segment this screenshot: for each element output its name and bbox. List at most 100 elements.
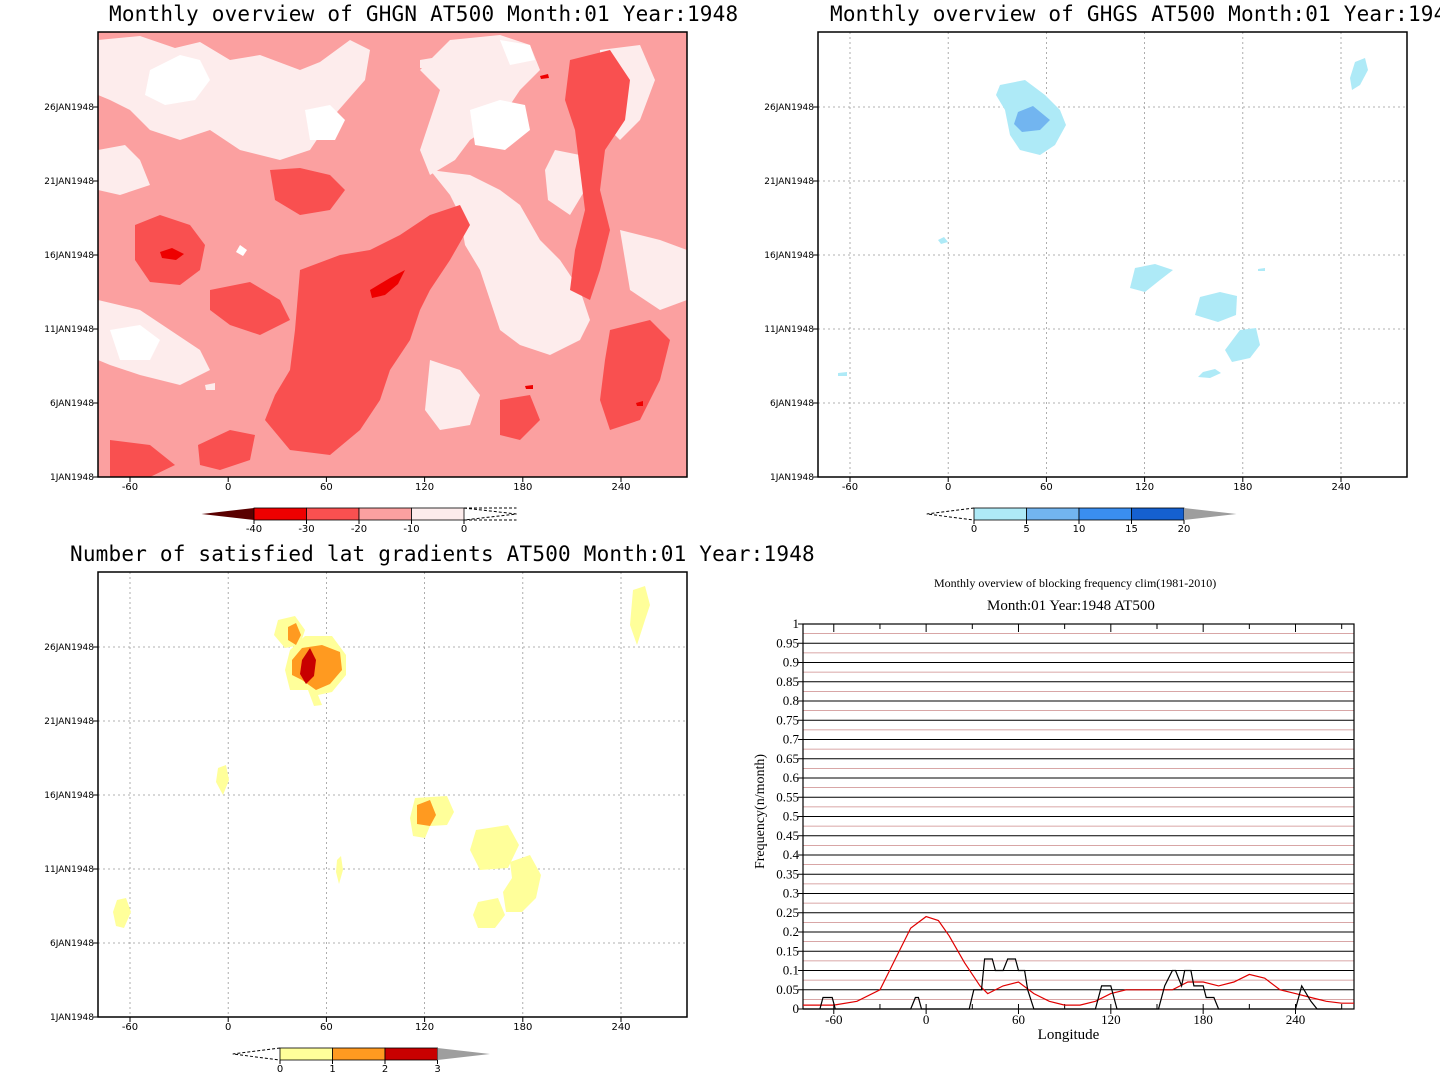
ghgn-colorbar: -40 -30 -20 -10 0 <box>201 507 517 535</box>
x-tick-label: 60 <box>1040 482 1053 493</box>
colorbar-label: 15 <box>1125 524 1138 535</box>
y-tick-label: 0.5 <box>783 809 799 824</box>
x-tick-label: -60 <box>122 1022 138 1033</box>
ghgs-title: Monthly overview of GHGS AT500 Month:01 … <box>830 2 1440 26</box>
x-tick-label: 0 <box>923 1012 930 1027</box>
frequency-line-chart: 0 0.05 0.1 0.15 0.2 0.25 0.3 0.35 0.4 0.45 0.5 0.55… <box>753 616 1355 1043</box>
x-tick-label: 0 <box>225 1022 231 1033</box>
colorbar-extend-low <box>201 508 254 520</box>
colorbar-label: 5 <box>1023 524 1029 535</box>
y-tick-label: 1JAN1948 <box>50 1013 94 1023</box>
colorbar-extend-high <box>1184 508 1237 520</box>
freq-subtitle: Month:01 Year:1948 AT500 <box>987 598 1155 614</box>
y-tick-label: 0.35 <box>776 866 799 881</box>
y-tick-label: 1JAN1948 <box>50 473 94 483</box>
ghgn-title: Monthly overview of GHGN AT500 Month:01 … <box>109 2 739 26</box>
y-tick-label: 11JAN1948 <box>764 325 814 335</box>
colorbar-extend-low <box>926 507 975 521</box>
y-tick-label: 6JAN1948 <box>50 939 94 949</box>
colorbar-label: 2 <box>382 1064 388 1075</box>
x-tick-label: 180 <box>1233 482 1252 493</box>
x-tick-label: 0 <box>225 482 231 493</box>
ghgs-colorbar: 0 5 10 15 20 <box>926 507 1237 535</box>
y-tick-label: 0.7 <box>783 732 800 747</box>
colorbar-extend-high <box>463 507 517 521</box>
colorbar-label: 1 <box>329 1064 335 1075</box>
colorbar-label: -30 <box>298 524 314 535</box>
colorbar-label: 10 <box>1073 524 1086 535</box>
x-tick-label: 180 <box>513 482 532 493</box>
colorbar-label: 3 <box>434 1064 440 1075</box>
colorbar-segment <box>253 507 307 521</box>
x-tick-label: 120 <box>1101 1012 1121 1027</box>
colorbar-extend-high <box>437 1048 490 1060</box>
x-tick-label: 60 <box>320 1022 333 1033</box>
x-tick-label: -60 <box>842 482 858 493</box>
y-tick-label: 0.8 <box>783 693 799 708</box>
colorbar-label: 0 <box>461 524 467 535</box>
lat-gradient-title: Number of satisfied lat gradients AT500 … <box>70 542 815 566</box>
y-tick-label: 0.25 <box>776 905 799 920</box>
y-tick-label: 0.05 <box>776 982 799 997</box>
y-tick-label: 0.9 <box>783 655 799 670</box>
y-tick-label: 0.3 <box>783 886 799 901</box>
ghgs-plot <box>817 31 1408 478</box>
x-tick-label: 180 <box>513 1022 532 1033</box>
colorbar-label: -20 <box>351 524 367 535</box>
x-tick-label: 240 <box>1331 482 1350 493</box>
y-tick-label: 0.95 <box>776 635 799 650</box>
colorbar-segment <box>1026 507 1080 521</box>
colorbar-segment <box>358 507 412 521</box>
colorbar-segment <box>306 507 360 521</box>
y-tick-label: 16JAN1948 <box>764 251 814 261</box>
series-line-black <box>803 958 1342 1010</box>
y-tick-label: 0.4 <box>783 847 800 862</box>
colorbar-segment <box>973 507 1027 521</box>
ghgn-plot <box>97 31 688 478</box>
y-tick-label: 26JAN1948 <box>764 103 814 113</box>
y-tick-label: 0.85 <box>776 674 799 689</box>
y-tick-label: 0.45 <box>776 828 799 843</box>
x-tick-label: 120 <box>415 482 434 493</box>
x-tick-label: 120 <box>1135 482 1154 493</box>
x-tick-label: 120 <box>415 1022 434 1033</box>
colorbar-segment <box>1078 507 1132 521</box>
x-tick-label: 60 <box>1012 1012 1025 1027</box>
x-tick-label: 240 <box>611 482 630 493</box>
y-tick-label: 21JAN1948 <box>764 177 814 187</box>
y-tick-label: 26JAN1948 <box>44 103 94 113</box>
y-tick-label: 6JAN1948 <box>50 399 94 409</box>
colorbar-label: 0 <box>971 524 977 535</box>
y-tick-label: 0.75 <box>776 712 799 727</box>
y-tick-label: 26JAN1948 <box>44 643 94 653</box>
colorbar-label: -40 <box>246 524 262 535</box>
y-tick-label: 1JAN1948 <box>770 473 814 483</box>
y-tick-label: 11JAN1948 <box>44 325 94 335</box>
y-tick-label: 0.1 <box>783 963 799 978</box>
lat-gradient-plot <box>97 571 688 1018</box>
freq-title: Monthly overview of blocking frequency c… <box>934 576 1217 590</box>
y-tick-label: 0.15 <box>776 943 799 958</box>
y-tick-label: 0.65 <box>776 751 799 766</box>
colorbar-segment <box>411 507 465 521</box>
series-line-red <box>803 915 1354 1006</box>
x-tick-label: 0 <box>945 482 951 493</box>
y-tick-label: 16JAN1948 <box>44 251 94 261</box>
x-tick-label: 180 <box>1193 1012 1213 1027</box>
y-tick-label: 0.6 <box>783 770 800 785</box>
colorbar-extend-low <box>232 1047 281 1061</box>
colorbar-segment <box>332 1047 386 1061</box>
y-tick-label: 1 <box>793 616 800 631</box>
y-axis-label: Frequency(n/month) <box>753 754 768 869</box>
lat-gradient-axes: -60 0 60 120 180 240 1JAN1948 6JAN1948 11JAN1948… <box>44 643 630 1033</box>
ghgn-axes: -60 0 60 120 180 240 1JAN1948 6JAN1948 11JAN1948… <box>44 103 630 493</box>
x-tick-label: 240 <box>1286 1012 1306 1027</box>
colorbar-label: 20 <box>1178 524 1191 535</box>
colorbar-segment <box>384 1047 438 1061</box>
y-tick-label: 21JAN1948 <box>44 717 94 727</box>
y-tick-label: 0.55 <box>776 789 799 804</box>
x-tick-label: -60 <box>825 1012 842 1027</box>
y-tick-label: 0 <box>793 1001 800 1016</box>
lat-gradient-colorbar: 0 1 2 3 <box>232 1047 490 1075</box>
